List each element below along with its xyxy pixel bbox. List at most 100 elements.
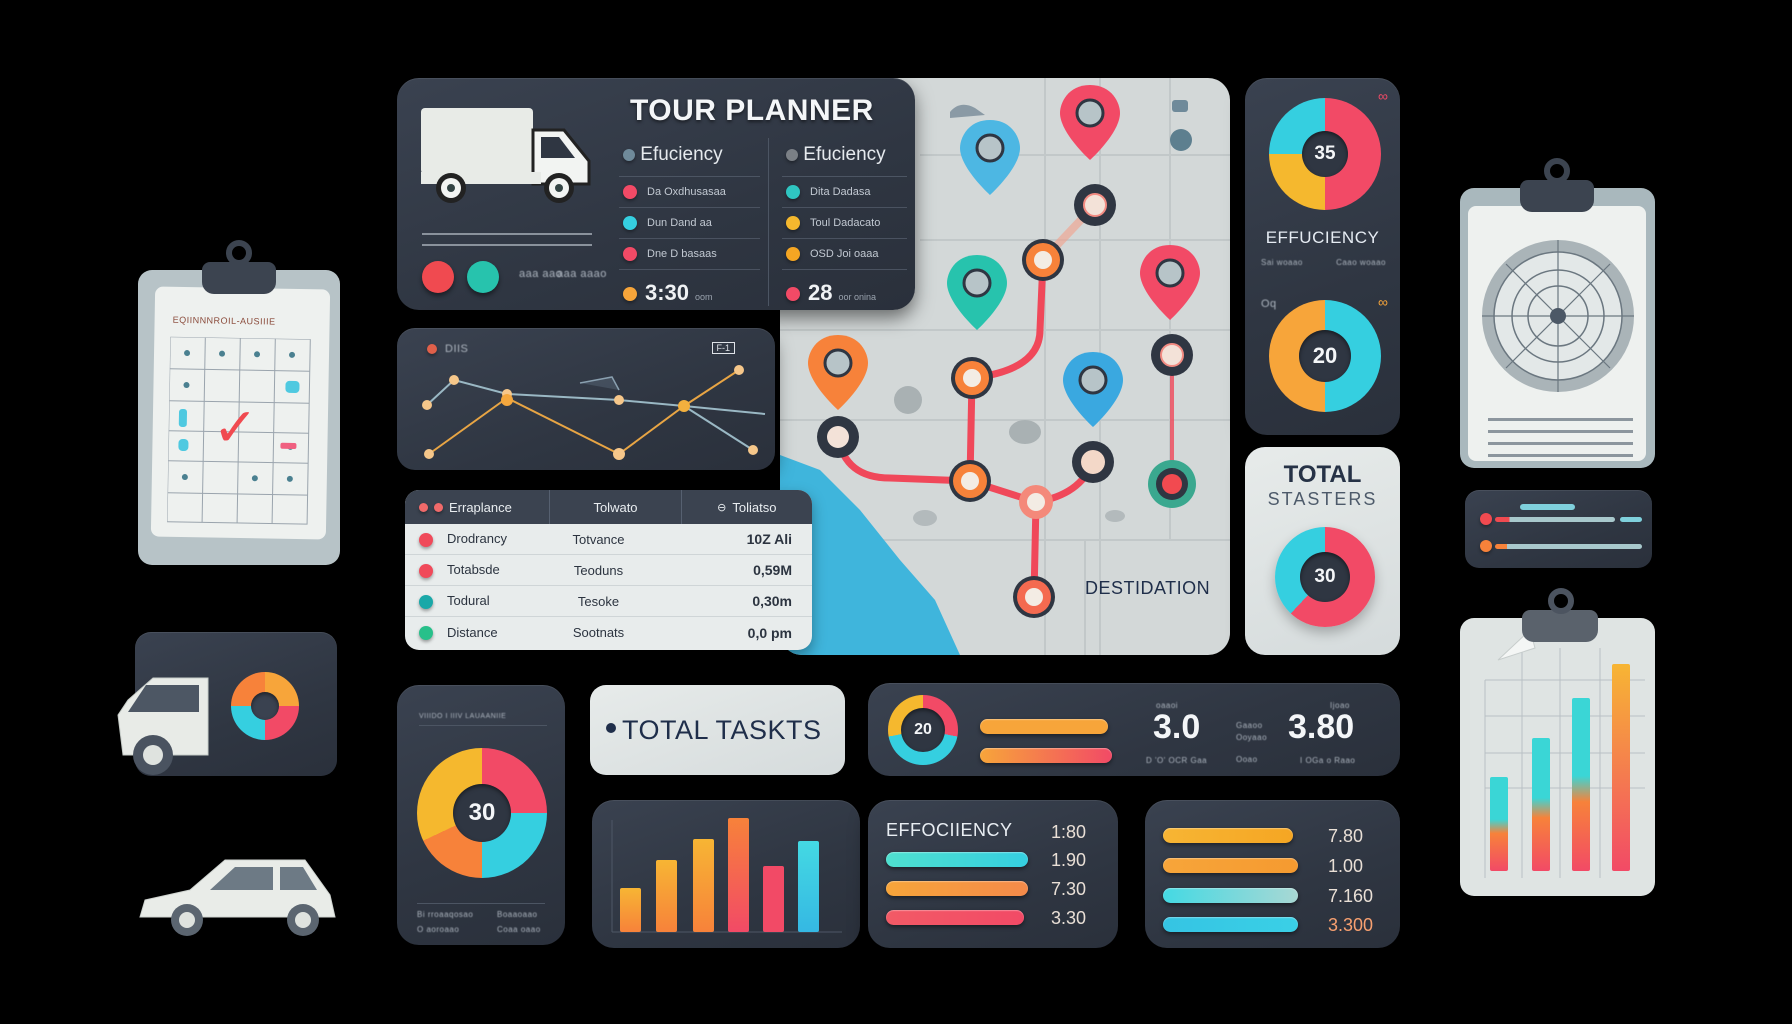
card-header: VIIIDO I IIIV LAUAANIIE bbox=[419, 713, 507, 720]
clip-icon bbox=[202, 262, 276, 294]
list-item[interactable]: Dita Dadasa bbox=[782, 177, 907, 208]
infinity-icon: ∞ bbox=[1378, 294, 1388, 310]
efficiency-card[interactable]: EFFOCIIENCY 1:80 1.90 7.30 3.30 bbox=[868, 800, 1118, 948]
status-dot-icon bbox=[786, 247, 800, 261]
donut-chart-35: 35 bbox=[1269, 98, 1381, 210]
pin-teal-icon bbox=[947, 255, 1007, 330]
pin-blue-icon bbox=[960, 120, 1020, 195]
list-item[interactable]: Dne D basaas bbox=[619, 239, 760, 270]
calendar-clipboard[interactable]: EQIINNNROIL-AUSIIIE ✓ bbox=[138, 240, 340, 565]
list-item[interactable]: Toul Dadacato bbox=[782, 208, 907, 239]
list-item[interactable]: Dun Dand aa bbox=[619, 208, 760, 239]
refresh-button[interactable] bbox=[467, 261, 499, 293]
progress-bar bbox=[886, 910, 1024, 925]
map-layers-icon bbox=[1172, 100, 1188, 112]
table-row[interactable]: Totabsde Teoduns 0,59M bbox=[405, 555, 812, 586]
list-item[interactable]: Da Oxdhusasaa bbox=[619, 177, 760, 208]
route-stop-icon bbox=[1022, 239, 1064, 281]
chart-icon bbox=[427, 344, 437, 354]
column-header[interactable]: Erraplance bbox=[405, 490, 551, 524]
bar-chart-icon bbox=[1484, 629, 1645, 878]
progress-bar bbox=[1163, 858, 1298, 873]
status-dot-icon bbox=[1480, 540, 1492, 552]
summary-stats-card[interactable]: 20 oaaoi 3.0 D 'O' OCR Gaa Gaaoo Ooyaao … bbox=[868, 683, 1400, 776]
car-icon[interactable] bbox=[135, 845, 345, 945]
progress-bar bbox=[1163, 888, 1298, 903]
destination-label: DESTIDATION bbox=[1085, 578, 1211, 598]
bar-chart-clipboard[interactable] bbox=[1460, 588, 1655, 903]
task-donut-card[interactable]: VIIIDO I IIIV LAUAANIIE 30 Bi rroaaqosao… bbox=[397, 685, 565, 945]
status-dot-icon bbox=[786, 185, 800, 199]
radar-clipboard[interactable] bbox=[1460, 158, 1655, 468]
progress-bar bbox=[980, 748, 1112, 763]
destination-icon bbox=[1148, 460, 1196, 508]
status-dot-icon bbox=[434, 502, 443, 512]
efficiency-title: EFFOCIIENCY bbox=[886, 820, 1013, 840]
list-item[interactable]: OSD Joi oaaa bbox=[782, 239, 907, 270]
total-stats-card[interactable]: TOTAL STASTERS 30 bbox=[1245, 447, 1400, 655]
stat-caption: I OGa o Raao bbox=[1300, 756, 1356, 765]
table-row[interactable]: Drodrancy Totvance 10Z Ali bbox=[405, 524, 812, 555]
row-value: 1.00 bbox=[1328, 856, 1364, 876]
column-header[interactable]: Tolwato bbox=[550, 490, 682, 524]
donut-chart-30: 30 bbox=[1275, 527, 1375, 627]
row-value: 7.160 bbox=[1328, 886, 1374, 906]
pin-orange-icon bbox=[808, 335, 868, 410]
progress-bar bbox=[886, 881, 1028, 896]
chart-badge[interactable]: F-1 bbox=[711, 342, 735, 354]
line-chart-card[interactable]: DIIS F-1 bbox=[397, 328, 775, 470]
column-header[interactable]: ⊖ Toliatso bbox=[717, 499, 777, 515]
clip-ring-icon bbox=[1548, 588, 1574, 614]
table-row[interactable]: Distance Sootnats 0,0 pm bbox=[405, 617, 812, 648]
stat-caption: Ooyaao bbox=[1236, 733, 1268, 742]
planner-column-2: Efuciency Dita Dadasa Toul Dadacato OSD … bbox=[782, 138, 907, 306]
text-lines bbox=[1488, 418, 1633, 457]
map-logo-icon bbox=[950, 104, 985, 118]
footer-label: Bi rroaaqosao bbox=[417, 910, 474, 919]
progress-bar bbox=[1163, 828, 1293, 843]
bar-chart-card[interactable] bbox=[592, 800, 860, 948]
row-value: 1:80 bbox=[1051, 822, 1087, 842]
sort-icon: ⊖ bbox=[717, 501, 727, 514]
efficiency-label: EFFUCIENCY bbox=[1265, 228, 1380, 247]
footer-label: aaa aao bbox=[519, 268, 563, 280]
corner-label: Oq bbox=[1261, 298, 1277, 310]
tour-planner-card[interactable]: aaa aao aaa aaao TOUR PLANNER Efuciency … bbox=[397, 78, 915, 310]
total-tasks-card[interactable]: TOTAL TASKTS bbox=[590, 685, 845, 775]
footer-label: Coaa oaao bbox=[497, 925, 541, 934]
route-stop-icon bbox=[951, 357, 993, 399]
chart-label: DIIS bbox=[445, 343, 469, 355]
route-stop-icon bbox=[1074, 184, 1116, 226]
planner-column-1: Efuciency Da Oxdhusasaa Dun Dand aa Dne … bbox=[619, 138, 769, 306]
pin-red-icon bbox=[1060, 85, 1120, 160]
fleet-donut-icon bbox=[231, 672, 299, 740]
route-table[interactable]: Erraplance Tolwato ⊖ Toliatso Drodrancy T… bbox=[405, 490, 812, 650]
sub-label: Sai woaao bbox=[1261, 258, 1303, 267]
stat-value: 3:30 oom bbox=[619, 270, 760, 306]
status-dot-icon bbox=[419, 532, 433, 547]
efficiency-column[interactable]: 35 ∞ EFFUCIENCY Sai woaao Caao woaao Oq … bbox=[1245, 78, 1400, 435]
table-header: Erraplance Tolwato ⊖ Toliatso bbox=[405, 490, 812, 524]
status-dot-icon bbox=[623, 216, 637, 230]
progress-card[interactable] bbox=[1465, 490, 1652, 568]
phone-button[interactable] bbox=[422, 261, 454, 293]
progress-bar bbox=[1520, 504, 1575, 510]
radar-chart-icon bbox=[1482, 240, 1634, 392]
total-stats-title: TOTAL bbox=[1283, 461, 1362, 488]
sub-label: Caao woaao bbox=[1336, 258, 1386, 267]
map-pins bbox=[808, 85, 1200, 618]
status-dot-icon bbox=[786, 287, 800, 302]
line-chart bbox=[422, 365, 766, 460]
bullet-icon bbox=[606, 723, 616, 733]
clip-icon bbox=[1520, 180, 1594, 212]
row-value: 1.90 bbox=[1051, 850, 1087, 870]
stat-caption: Ijoao bbox=[1330, 701, 1350, 710]
total-stats-subtitle: STASTERS bbox=[1267, 489, 1378, 509]
table-row[interactable]: Todural Tesoke 0,30m bbox=[405, 586, 812, 617]
vehicle-card[interactable] bbox=[117, 632, 337, 776]
donut-chart-20: 20 bbox=[1269, 300, 1381, 412]
donut-chart-30: 30 bbox=[417, 748, 547, 878]
divider bbox=[419, 725, 547, 726]
pin-red-icon bbox=[1140, 245, 1200, 320]
metrics-bars-card[interactable]: 7.80 1.00 7.160 3.300 bbox=[1145, 800, 1400, 948]
